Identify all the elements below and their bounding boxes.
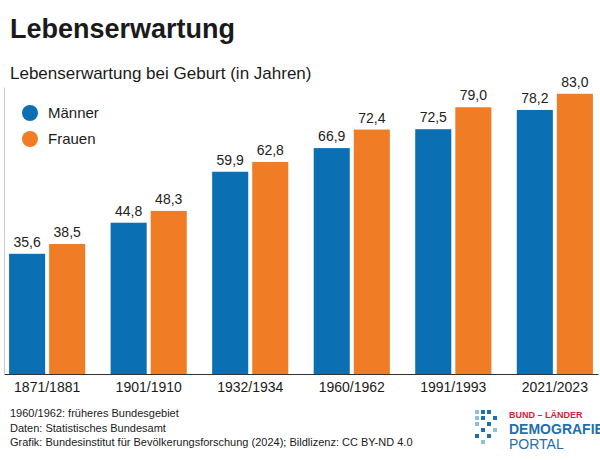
bar: [252, 162, 288, 374]
x-tick: 2021/2023: [522, 374, 588, 395]
logo-text: PORTAL: [509, 436, 564, 452]
bar: [151, 211, 187, 374]
x-tick-label: 1901/1910: [116, 379, 182, 395]
data-label: 48,3: [155, 191, 182, 207]
x-axis: 1871/1881 1901/1910 1932/1934 1960/1962 1991…: [5, 374, 599, 395]
x-tick-label: 1932/1934: [217, 379, 283, 395]
subtitle: Lebenserwartung bei Geburt (in Jahren): [10, 64, 311, 83]
x-tick-label: 1871/1881: [14, 379, 80, 395]
bar: [212, 172, 248, 374]
notes: 1960/1962: früheres Bundesgebiet Daten: S…: [10, 407, 413, 448]
bar: [314, 148, 350, 374]
logo-dot: [487, 410, 491, 414]
legend-swatch: [22, 131, 38, 147]
legend-label: Frauen: [48, 130, 96, 147]
note: Daten: Statistisches Bundesamt: [10, 422, 166, 434]
bar: [49, 244, 85, 374]
x-axis-line: [5, 374, 599, 375]
bar: [415, 129, 451, 374]
title: Lebenserwartung: [10, 14, 235, 44]
note: Grafik: Bundesinstitut für Bevölkerungsf…: [10, 436, 413, 448]
x-tick-label: 1991/1993: [420, 379, 486, 395]
bar: [111, 223, 147, 374]
y-axis-line: [4, 88, 5, 375]
x-tick-label: 1960/1962: [319, 379, 385, 395]
data-label: 66,9: [318, 128, 345, 144]
logo-dot: [481, 410, 485, 414]
x-tick: 1991/1993: [420, 374, 486, 395]
logo-dot: [481, 428, 485, 432]
bar: [517, 110, 553, 374]
logo-dot: [475, 434, 479, 438]
bar: [455, 107, 491, 374]
x-tick: 1871/1881: [14, 374, 80, 395]
data-label: 38,5: [54, 224, 81, 240]
bar: [557, 94, 593, 374]
logo-dot: [493, 416, 497, 420]
x-tick-label: 2021/2023: [522, 379, 588, 395]
legend: Männer Frauen: [22, 104, 99, 147]
logo-dot: [475, 416, 479, 420]
x-tick: 1960/1962: [319, 374, 385, 395]
data-label: 72,4: [358, 110, 385, 126]
logo-text: DEMOGRAFIE: [509, 421, 600, 437]
x-tick: 1901/1910: [116, 374, 182, 395]
y-axis: [4, 88, 6, 375]
legend-label: Männer: [48, 104, 99, 121]
logo: BUND – LÄNDERDEMOGRAFIEPORTAL: [475, 410, 600, 452]
data-label: 59,9: [217, 152, 244, 168]
logo-text: BUND – LÄNDER: [509, 410, 583, 420]
legend-swatch: [22, 105, 38, 121]
chart: Lebenserwartung Lebenserwartung bei Gebur…: [0, 0, 600, 460]
data-label: 83,0: [561, 74, 588, 90]
x-tick: 1932/1934: [217, 374, 283, 395]
logo-dot: [493, 428, 497, 432]
data-label: 62,8: [257, 142, 284, 158]
data-label: 44,8: [115, 203, 142, 219]
data-labels: 35,6 44,8 59,9 66,9 72,5 78,2 38,5 48,3 62,8 72,4…: [13, 74, 588, 250]
bar: [354, 130, 390, 374]
bar: [9, 254, 45, 374]
logo-dot: [487, 422, 491, 426]
logo-dot: [475, 422, 479, 426]
logo-dot: [481, 440, 485, 444]
logo-dot: [487, 434, 491, 438]
bars: [9, 94, 593, 374]
logo-dot: [475, 410, 479, 414]
data-label: 79,0: [460, 87, 487, 103]
note: 1960/1962: früheres Bundesgebiet: [10, 407, 179, 419]
data-label: 35,6: [13, 234, 40, 250]
data-label: 72,5: [420, 109, 447, 125]
data-label: 78,2: [521, 90, 548, 106]
logo-dot: [481, 416, 485, 420]
